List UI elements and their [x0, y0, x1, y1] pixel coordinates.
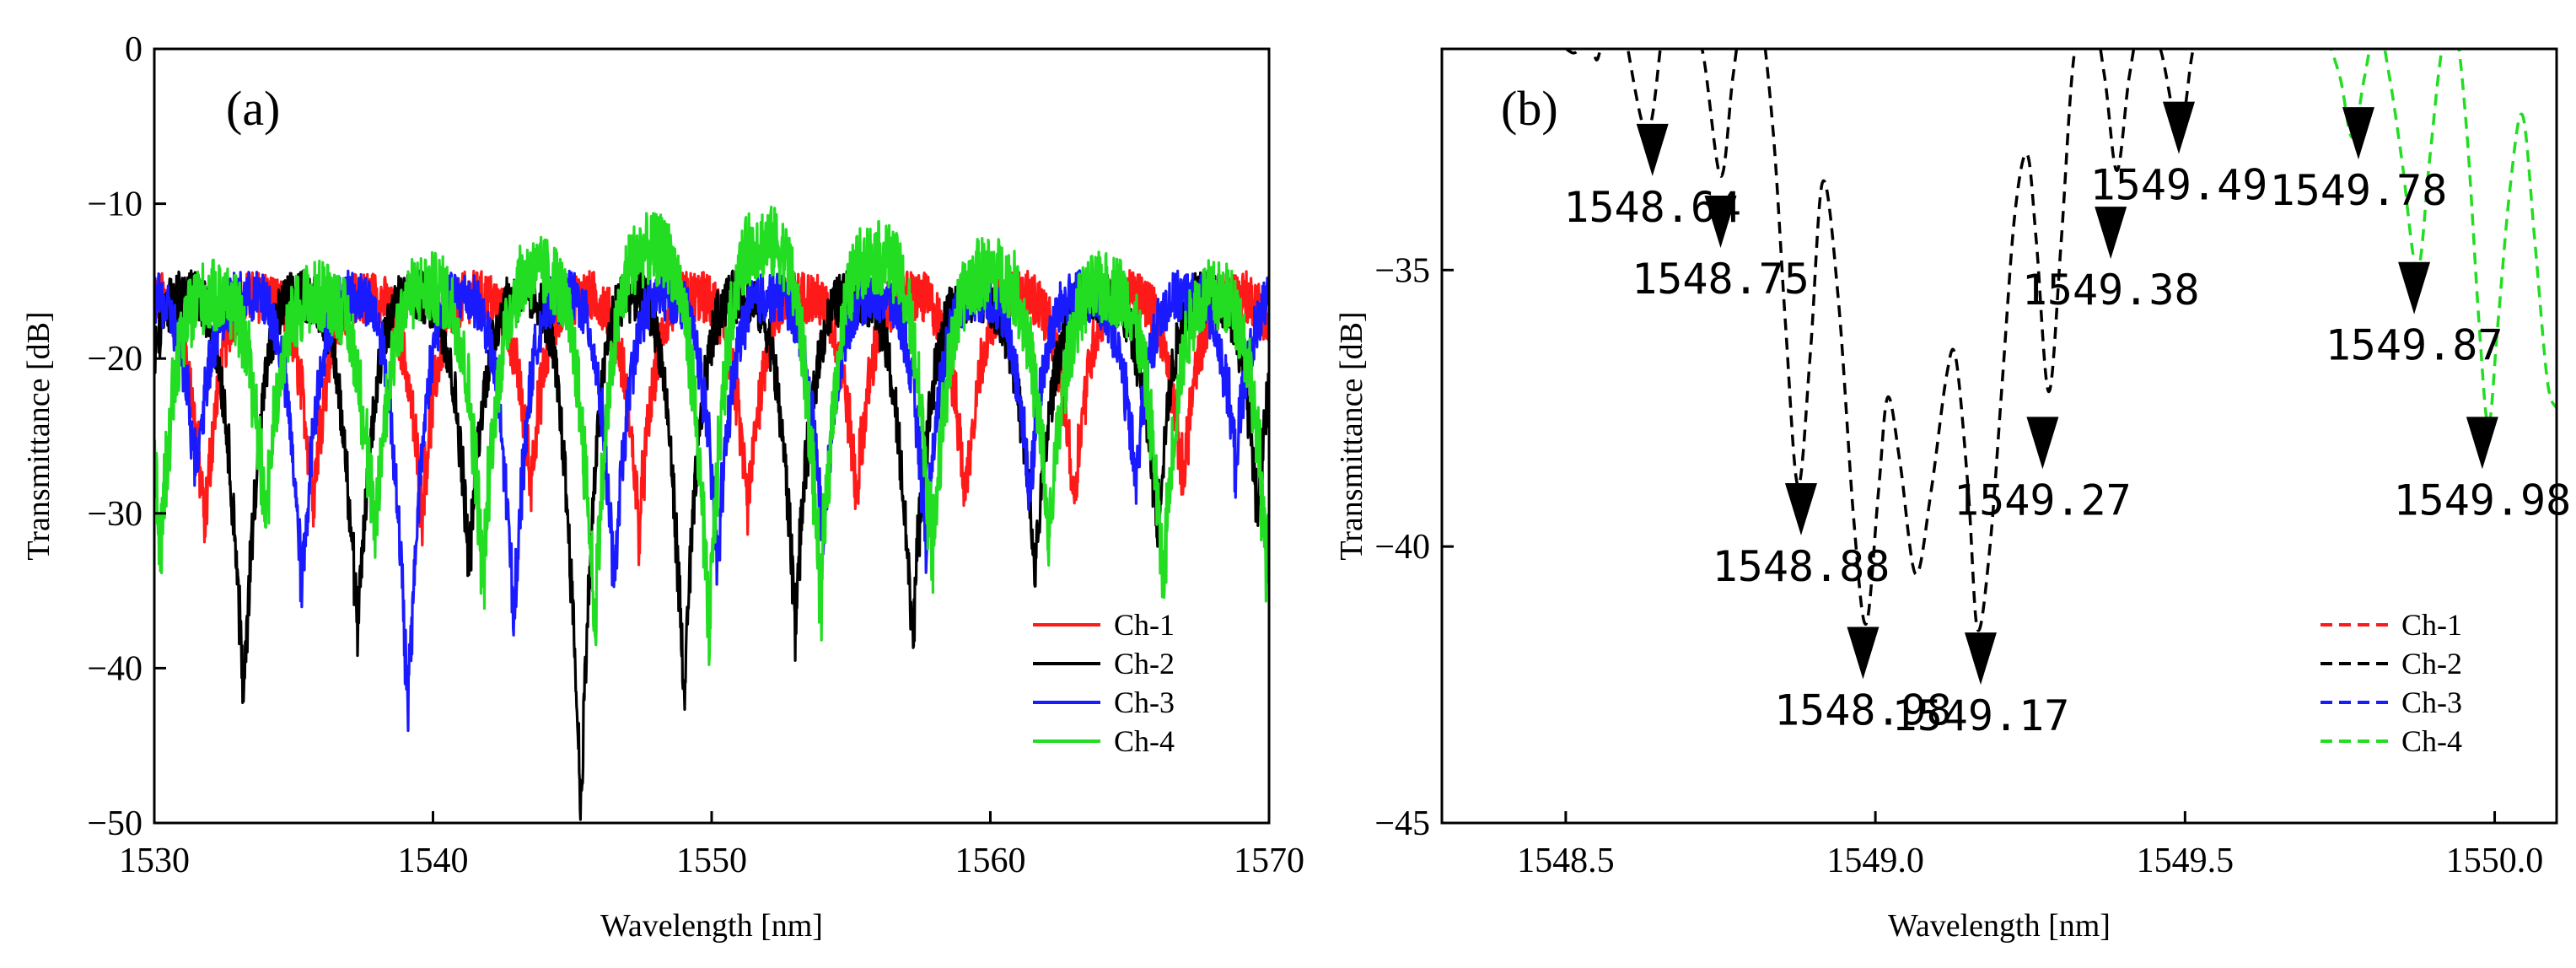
panel-b-annotations: 1548.641548.751548.881548.981549.171549.… [1563, 101, 2572, 740]
panel-b-x-axis-label: Wavelength [nm] [1888, 908, 2111, 944]
panel-a-x-tick-label: 1560 [955, 842, 1026, 880]
panel-b-x-tick-label: 1550.0 [2446, 842, 2544, 880]
panel-b-legend: Ch-1 Ch-2 Ch-3 Ch-4 [2321, 608, 2462, 758]
panel-a-y-tick-label: −10 [87, 186, 143, 224]
panel-a-x-tick-label: 1530 [119, 842, 190, 880]
panel-b-annotation-label: 1548.88 [1713, 542, 1890, 591]
panel-b-arrow-marker [2398, 261, 2431, 315]
legend-label-ch-3: Ch-3 [2401, 686, 2462, 719]
panel-b-annotation-label: 1549.27 [1954, 476, 2132, 524]
panel-a-series-ch-4 [154, 205, 1269, 666]
panel-a-y-tick-label: 0 [125, 30, 143, 69]
panel-b-arrow-marker [1636, 123, 1669, 176]
legend-label-ch-2: Ch-2 [1114, 647, 1175, 680]
panel-b-arrow-marker [2095, 207, 2127, 260]
panel-b-series-ch-2 [1565, 49, 2195, 632]
panel-a-series-group [154, 205, 1269, 821]
legend-label-ch-1: Ch-1 [2401, 608, 2462, 642]
panel-a-y-tick-label: −50 [87, 804, 143, 843]
legend-label-ch-4: Ch-4 [1114, 724, 1175, 758]
panel-b-x-tick-label: 1549.0 [1826, 842, 1924, 880]
legend-label-ch-1: Ch-1 [1114, 608, 1175, 642]
panel-b-annotation-label: 1549.98 [2394, 476, 2572, 524]
panel-b-annotation-label: 1549.87 [2326, 321, 2503, 370]
panel-a-y-tick-label: −40 [87, 649, 143, 688]
panel-b-arrow-marker [2466, 417, 2498, 470]
panel-b-arrow-marker [2162, 101, 2195, 154]
panel-a-y-tick-label: −20 [87, 340, 143, 379]
panel-b-y-axis-label: Transmittance [dB] [1334, 311, 1369, 560]
panel-b-annotation-label: 1548.98 [1774, 686, 1952, 735]
panel-a-label: (a) [226, 81, 280, 136]
panel-b-series-group [1565, 49, 2557, 632]
panel-b-y-tick-label: −35 [1374, 251, 1430, 290]
legend-label-ch-2: Ch-2 [2401, 647, 2462, 680]
panel-b-annotation-label: 1549.49 [2090, 161, 2268, 210]
panel-a-legend: Ch-1 Ch-2 Ch-3 Ch-4 [1033, 608, 1175, 758]
panel-b-x-tick-label: 1549.5 [2137, 842, 2235, 880]
panel-b-y-tick-label: −45 [1374, 804, 1430, 843]
panel-b-frame [1440, 47, 2558, 825]
panel-b-annotation-label: 1548.75 [1632, 255, 1810, 304]
panel-b: 1548.641548.751548.881548.981549.171549.… [1334, 47, 2572, 944]
panel-a-x-tick-label: 1550 [676, 842, 747, 880]
panel-b-label: (b) [1501, 81, 1558, 136]
panel-b-y-tick-label: −40 [1374, 528, 1430, 567]
panel-b-axes: 1548.5 1549.0 1549.5 1550.0 −35 −40 −45 [1374, 251, 2543, 880]
legend-label-ch-4: Ch-4 [2401, 724, 2462, 758]
panel-a-axes: 1530 1540 1550 1560 1570 0 −10 −20 −30 −40 −50 [87, 30, 1304, 880]
legend-label-ch-3: Ch-3 [1114, 686, 1175, 719]
panel-b-annotation-label: 1549.78 [2270, 166, 2448, 215]
panel-b-arrow-marker [2342, 107, 2374, 160]
panel-a-x-tick-label: 1570 [1234, 842, 1304, 880]
panel-a-x-axis-label: Wavelength [nm] [600, 908, 823, 944]
panel-b-arrow-marker [1704, 196, 1737, 249]
panel-b-annotation-label: 1549.17 [1892, 691, 2070, 740]
panel-b-arrow-marker [1847, 627, 1880, 680]
panel-b-series-ch-4 [2329, 49, 2557, 427]
panel-a-y-tick-label: −30 [87, 495, 143, 534]
panel-b-x-tick-label: 1548.5 [1517, 842, 1615, 880]
panel-a-x-tick-label: 1540 [398, 842, 469, 880]
panel-a: 1530 1540 1550 1560 1570 0 −10 −20 −30 −40 −50 (a)… [21, 30, 1304, 944]
panel-b-arrow-marker [1964, 632, 1997, 686]
panel-a-y-axis-label: Transmittance [dB] [21, 311, 56, 560]
panel-b-annotation-label: 1549.38 [2022, 266, 2200, 315]
panel-b-arrow-marker [2026, 417, 2059, 470]
panel-b-arrow-marker [1784, 483, 1817, 536]
